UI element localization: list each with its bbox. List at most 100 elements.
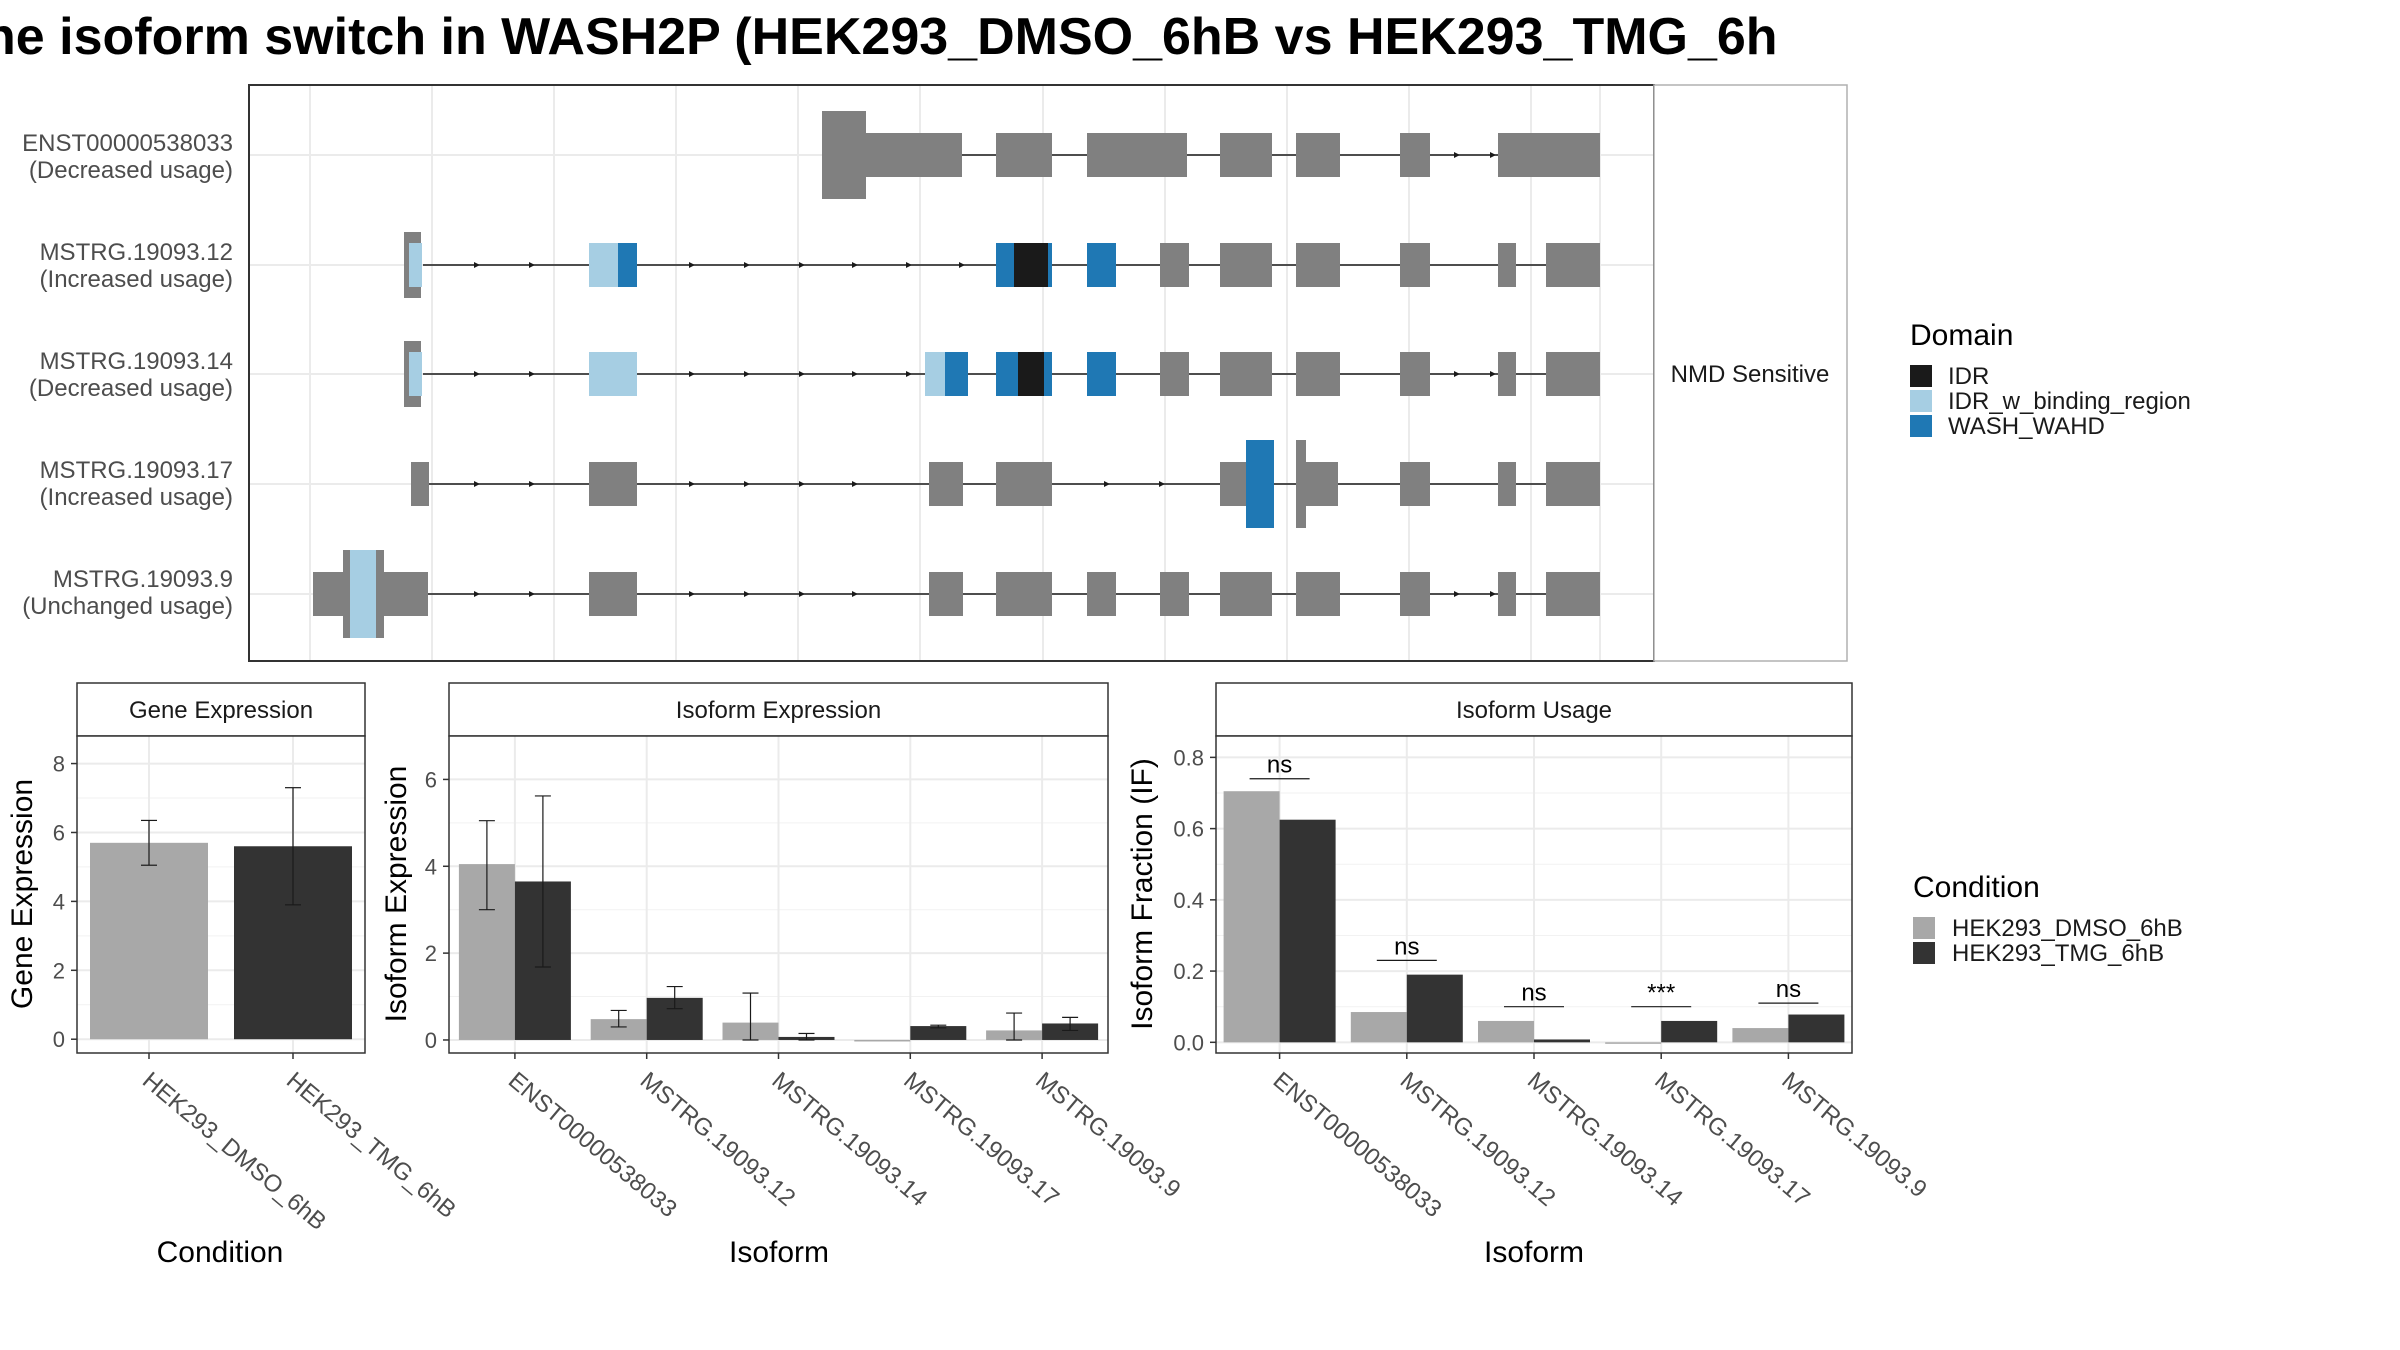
exon xyxy=(822,111,866,199)
intron-direction-arrow xyxy=(744,481,750,487)
exon xyxy=(1498,462,1516,506)
exon xyxy=(589,462,637,506)
domain-block xyxy=(618,243,637,287)
significance-label: ns xyxy=(1521,980,1546,1007)
exon xyxy=(1400,133,1430,177)
intron-direction-arrow xyxy=(689,591,695,597)
y-tick-label: 6 xyxy=(425,767,437,792)
exon xyxy=(1220,133,1272,177)
intron-direction-arrow xyxy=(1454,371,1460,377)
exon xyxy=(1546,352,1600,396)
domain-block xyxy=(1246,440,1274,528)
exon xyxy=(1546,462,1600,506)
exon xyxy=(1160,352,1189,396)
exon xyxy=(1400,352,1430,396)
intron-direction-arrow xyxy=(474,371,480,377)
exon xyxy=(996,133,1052,177)
bar xyxy=(1605,1042,1662,1044)
condition-legend: Condition HEK293_DMSO_6hB HEK293_TMG_6hB xyxy=(1913,871,2183,967)
legend-label: HEK293_DMSO_6hB xyxy=(1952,915,2183,942)
y-tick-label: 4 xyxy=(425,854,437,879)
significance-label: *** xyxy=(1647,980,1675,1007)
intron-direction-arrow xyxy=(799,481,805,487)
y-tick-label: 0.8 xyxy=(1173,745,1204,770)
transcript-structures xyxy=(313,111,1600,638)
panel-strip xyxy=(76,682,366,737)
exon xyxy=(1400,243,1430,287)
x-axis-title: Condition xyxy=(157,1236,284,1269)
domain-block xyxy=(1018,352,1044,396)
intron-direction-arrow xyxy=(1454,591,1460,597)
isoform-label-usage: (Unchanged usage) xyxy=(22,593,233,620)
bar xyxy=(1788,1014,1845,1043)
domain-block xyxy=(409,352,422,396)
x-axis-title: Isoform xyxy=(1484,1236,1584,1269)
legend-label: IDR_w_binding_region xyxy=(1948,388,2191,415)
exon xyxy=(1498,352,1516,396)
exon xyxy=(1220,572,1272,616)
bar xyxy=(90,842,208,1040)
isoform-label-id: MSTRG.19093.9 xyxy=(53,566,233,593)
exon xyxy=(411,462,429,506)
strip-box xyxy=(1653,84,1848,662)
intron-direction-arrow xyxy=(1490,152,1496,158)
y-tick-label: 0.4 xyxy=(1173,888,1204,913)
y-tick-label: 0.0 xyxy=(1173,1030,1204,1055)
exon xyxy=(1160,243,1189,287)
isoform-label-usage: (Decreased usage) xyxy=(29,375,233,402)
y-axis-title: Isoform Expression xyxy=(380,766,413,1023)
intron-direction-arrow xyxy=(474,481,480,487)
y-tick-label: 2 xyxy=(425,941,437,966)
bar xyxy=(1732,1028,1789,1043)
exon xyxy=(1087,572,1116,616)
intron-direction-arrow xyxy=(689,371,695,377)
exon xyxy=(1160,572,1189,616)
intron-direction-arrow xyxy=(799,591,805,597)
y-axis-title: Isoform Fraction (IF) xyxy=(1126,758,1159,1030)
legend-key-tmg xyxy=(1913,942,1935,964)
y-tick-label: 8 xyxy=(53,752,65,777)
legend-key-idr-binding xyxy=(1910,390,1932,412)
panel-title: Isoform Expression xyxy=(676,697,881,724)
legend-key-wash-wahd xyxy=(1910,415,1932,437)
bar xyxy=(854,1039,911,1042)
exon xyxy=(1498,243,1516,287)
x-axis-title: Isoform xyxy=(729,1236,829,1269)
intron-direction-arrow xyxy=(689,262,695,268)
bar xyxy=(1350,1012,1407,1043)
domain-block xyxy=(350,550,376,638)
intron-direction-arrow xyxy=(529,262,535,268)
intron-direction-arrow xyxy=(1159,481,1165,487)
plot-border xyxy=(76,735,366,1054)
exon xyxy=(929,572,963,616)
panel-title: Gene Expression xyxy=(129,697,313,724)
legend-label: HEK293_TMG_6hB xyxy=(1952,940,2164,967)
intron-direction-arrow xyxy=(744,371,750,377)
bar xyxy=(1661,1020,1718,1043)
intron-direction-arrow xyxy=(852,371,858,377)
bar xyxy=(1406,974,1463,1043)
panel-strip xyxy=(448,682,1109,737)
exon xyxy=(866,133,962,177)
legend-key-dmso xyxy=(1913,917,1935,939)
domain-block xyxy=(1087,243,1116,287)
intron-direction-arrow xyxy=(1104,481,1110,487)
y-tick-label: 4 xyxy=(53,889,65,914)
structure-panel: NMD Sensitive ENST00000538033 (Decreased… xyxy=(22,84,1848,662)
exon xyxy=(1220,352,1272,396)
legend-label: WASH_WAHD xyxy=(1948,413,2105,440)
strip-label: NMD Sensitive xyxy=(1671,361,1830,388)
exon xyxy=(1546,572,1600,616)
exon xyxy=(1498,572,1516,616)
isoform-label-id: MSTRG.19093.12 xyxy=(40,239,233,266)
domain-block xyxy=(1014,243,1048,287)
intron-direction-arrow xyxy=(1490,371,1496,377)
isoform-label-usage: (Decreased usage) xyxy=(29,157,233,184)
gene-expression-chart: Gene Expression02468HEK293_DMSO_6hBHEK29… xyxy=(6,682,461,1269)
y-tick-label: 0.6 xyxy=(1173,817,1204,842)
bar xyxy=(1042,1023,1099,1040)
exon xyxy=(1296,243,1340,287)
intron-direction-arrow xyxy=(529,481,535,487)
